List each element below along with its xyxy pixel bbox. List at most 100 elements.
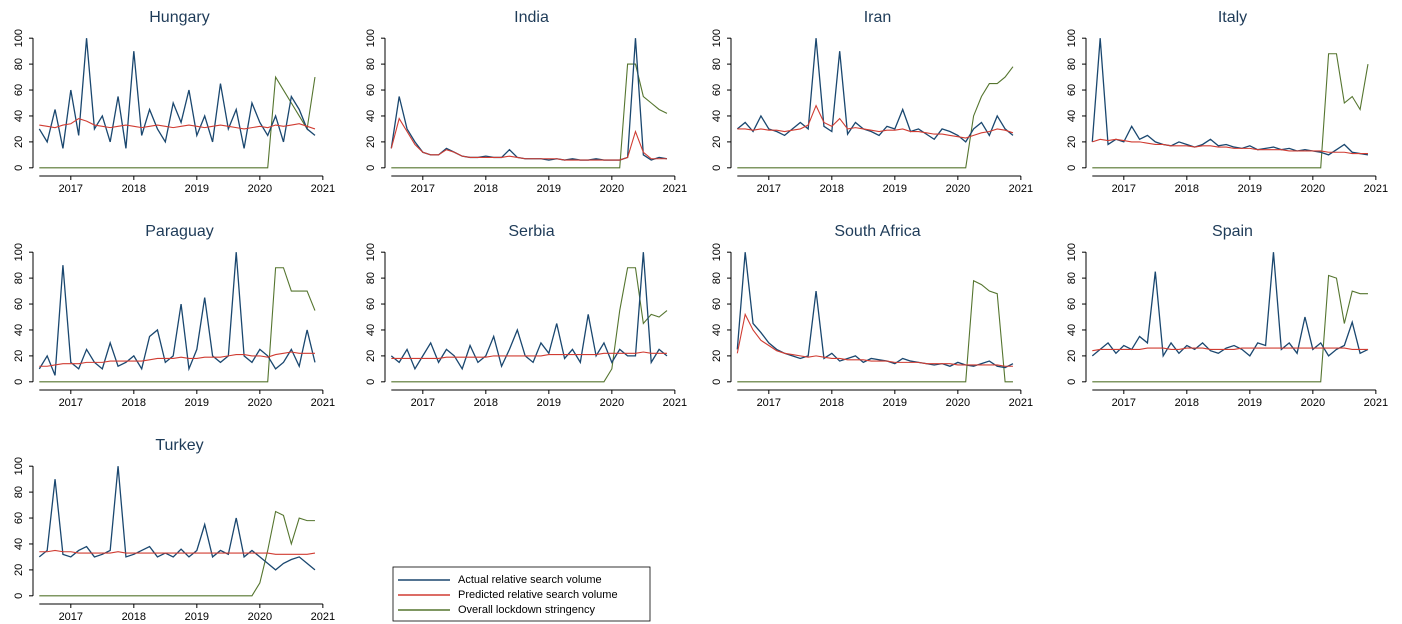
y-tick-label: 100 [13, 457, 25, 475]
y-tick-label: 20 [711, 350, 723, 362]
x-tick-label: 2020 [248, 397, 272, 409]
panel-title: India [514, 9, 549, 26]
series-line [1092, 53, 1369, 169]
y-tick-label: 80 [365, 58, 377, 70]
y-tick-label: 80 [1066, 272, 1078, 284]
series-line [38, 38, 316, 149]
y-tick-label: 20 [13, 564, 25, 576]
x-tick-label: 2020 [1301, 183, 1325, 195]
y-tick-label: 20 [13, 136, 25, 148]
x-tick-label: 2017 [59, 183, 83, 195]
x-tick-label: 2021 [1364, 397, 1388, 409]
y-tick-label: 100 [13, 243, 25, 261]
y-tick-label: 60 [1066, 298, 1078, 310]
y-tick-label: 40 [1066, 110, 1078, 122]
x-tick-label: 2018 [122, 183, 146, 195]
legend-label: Overall lockdown stringency [458, 604, 595, 616]
x-tick-label: 2021 [311, 397, 335, 409]
y-tick-label: 0 [1066, 165, 1078, 171]
series-line [737, 104, 1014, 139]
y-tick-label: 20 [13, 350, 25, 362]
series-line [390, 117, 667, 161]
y-tick-label: 20 [1066, 350, 1078, 362]
y-tick-label: 100 [711, 243, 723, 261]
x-tick-label: 2020 [248, 183, 272, 195]
x-tick-label: 2021 [663, 183, 687, 195]
series-line [38, 252, 316, 376]
series-line [737, 279, 1013, 383]
series-line [391, 351, 667, 360]
x-tick-label: 2017 [411, 397, 435, 409]
y-tick-label: 0 [365, 165, 377, 171]
series-line [390, 38, 668, 161]
y-tick-label: 80 [1066, 58, 1078, 70]
legend-box [392, 566, 651, 622]
y-tick-label: 60 [711, 298, 723, 310]
y-tick-label: 80 [711, 58, 723, 70]
x-tick-label: 2019 [185, 397, 209, 409]
x-tick-label: 2019 [1238, 397, 1262, 409]
x-tick-label: 2019 [1238, 183, 1262, 195]
x-tick-label: 2018 [1175, 183, 1199, 195]
panel-title: Spain [1212, 223, 1253, 240]
x-tick-label: 2018 [820, 397, 844, 409]
y-tick-label: 0 [13, 379, 25, 385]
y-tick-label: 80 [13, 486, 25, 498]
y-tick-label: 100 [711, 29, 723, 47]
x-tick-label: 2019 [883, 397, 907, 409]
series-line [736, 38, 1014, 143]
series-line [737, 66, 1014, 169]
series-line [39, 351, 315, 367]
y-tick-label: 100 [365, 29, 377, 47]
y-tick-label: 60 [13, 298, 25, 310]
series-line [1091, 252, 1369, 358]
x-tick-label: 2018 [474, 397, 498, 409]
y-tick-label: 40 [13, 110, 25, 122]
y-tick-label: 40 [1066, 324, 1078, 336]
panel-title: Iran [864, 9, 892, 26]
y-tick-label: 80 [711, 272, 723, 284]
x-tick-label: 2020 [1301, 397, 1325, 409]
series-line [391, 267, 668, 383]
legend: Actual relative search volume Predicted r… [392, 566, 651, 622]
y-tick-label: 40 [711, 110, 723, 122]
y-tick-label: 60 [13, 84, 25, 96]
x-tick-label: 2021 [311, 183, 335, 195]
series-line [1092, 274, 1368, 383]
x-tick-label: 2020 [600, 397, 624, 409]
y-tick-label: 40 [711, 324, 723, 336]
series-line [736, 312, 1013, 367]
y-tick-label: 0 [365, 379, 377, 385]
series-line [1092, 138, 1368, 155]
x-tick-label: 2017 [757, 397, 781, 409]
x-tick-label: 2021 [1009, 183, 1033, 195]
x-tick-label: 2017 [59, 611, 83, 623]
series-line [39, 549, 316, 555]
y-tick-label: 20 [365, 136, 377, 148]
x-tick-label: 2018 [122, 611, 146, 623]
series-line [391, 63, 668, 169]
x-tick-label: 2019 [537, 397, 561, 409]
series-line [39, 117, 316, 130]
series-line [39, 267, 316, 383]
panel-title: Turkey [155, 437, 203, 454]
y-tick-label: 40 [13, 324, 25, 336]
x-tick-label: 2019 [185, 611, 209, 623]
x-tick-label: 2017 [757, 183, 781, 195]
y-tick-label: 0 [1066, 379, 1078, 385]
y-tick-label: 60 [365, 298, 377, 310]
panel-title: Serbia [508, 223, 554, 240]
x-tick-label: 2018 [474, 183, 498, 195]
y-tick-label: 40 [365, 110, 377, 122]
y-tick-label: 40 [365, 324, 377, 336]
panel-title: South Africa [834, 223, 920, 240]
x-tick-label: 2021 [1364, 183, 1388, 195]
x-tick-label: 2020 [248, 611, 272, 623]
x-tick-label: 2020 [946, 183, 970, 195]
x-tick-label: 2020 [600, 183, 624, 195]
y-tick-label: 60 [13, 512, 25, 524]
y-tick-label: 80 [13, 272, 25, 284]
x-tick-label: 2020 [946, 397, 970, 409]
y-tick-label: 0 [13, 165, 25, 171]
y-tick-label: 0 [711, 165, 723, 171]
